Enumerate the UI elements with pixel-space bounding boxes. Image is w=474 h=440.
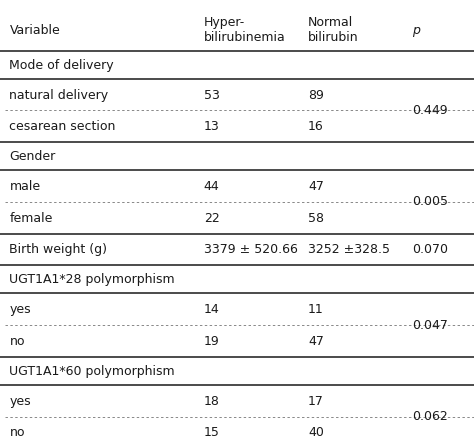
- Text: no: no: [9, 335, 25, 348]
- Text: 47: 47: [308, 335, 324, 348]
- Text: 19: 19: [204, 335, 219, 348]
- Text: 0.070: 0.070: [412, 243, 448, 257]
- Text: Normal: Normal: [308, 16, 353, 29]
- Text: 13: 13: [204, 120, 219, 133]
- Text: UGT1A1*60 polymorphism: UGT1A1*60 polymorphism: [9, 365, 175, 378]
- Text: 16: 16: [308, 120, 324, 133]
- Text: Birth weight (g): Birth weight (g): [9, 243, 108, 257]
- Text: no: no: [9, 426, 25, 440]
- Text: 44: 44: [204, 180, 219, 193]
- Text: yes: yes: [9, 395, 31, 408]
- Text: Gender: Gender: [9, 150, 56, 163]
- Text: 3252 ±328.5: 3252 ±328.5: [308, 243, 390, 257]
- Text: Mode of delivery: Mode of delivery: [9, 59, 114, 72]
- Text: 17: 17: [308, 395, 324, 408]
- Text: bilirubinemia: bilirubinemia: [204, 31, 285, 44]
- Text: 22: 22: [204, 212, 219, 225]
- Text: 15: 15: [204, 426, 219, 440]
- Text: 47: 47: [308, 180, 324, 193]
- Text: 40: 40: [308, 426, 324, 440]
- Text: 58: 58: [308, 212, 324, 225]
- Text: female: female: [9, 212, 53, 225]
- Text: 3379 ± 520.66: 3379 ± 520.66: [204, 243, 298, 257]
- Text: UGT1A1*28 polymorphism: UGT1A1*28 polymorphism: [9, 273, 175, 286]
- Text: 11: 11: [308, 303, 324, 316]
- Text: Variable: Variable: [9, 24, 60, 37]
- Text: 14: 14: [204, 303, 219, 316]
- Text: yes: yes: [9, 303, 31, 316]
- Text: Hyper-: Hyper-: [204, 16, 245, 29]
- Text: 18: 18: [204, 395, 219, 408]
- Text: male: male: [9, 180, 41, 193]
- Text: 0.062: 0.062: [412, 410, 448, 423]
- Text: bilirubin: bilirubin: [308, 31, 359, 44]
- Text: 0.005: 0.005: [412, 195, 448, 209]
- Text: natural delivery: natural delivery: [9, 88, 109, 102]
- Text: 0.047: 0.047: [412, 319, 448, 332]
- Text: 53: 53: [204, 88, 219, 102]
- Text: cesarean section: cesarean section: [9, 120, 116, 133]
- Text: p: p: [412, 24, 420, 37]
- Text: 89: 89: [308, 88, 324, 102]
- Text: 0.449: 0.449: [412, 104, 448, 117]
